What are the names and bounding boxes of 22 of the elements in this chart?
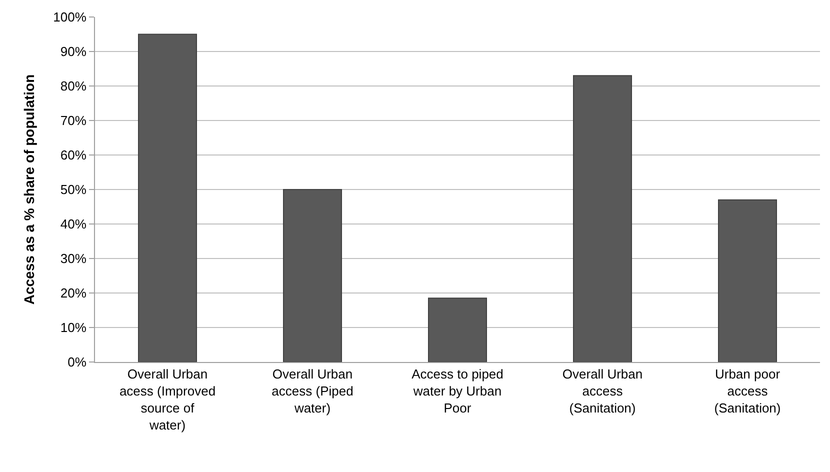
x-tick-label: Overall Urban access (Sanitation) (562, 366, 643, 416)
y-axis-title: Access as a % share of population (20, 74, 37, 305)
y-tick-label: 100% (53, 10, 87, 25)
y-tick-label: 60% (60, 148, 87, 163)
y-tick-label: 10% (60, 320, 87, 336)
x-tick-label: Urban poor access (Sanitation) (714, 366, 781, 416)
bar (283, 189, 342, 362)
y-tick-label: 90% (60, 44, 87, 60)
y-tick-label: 70% (60, 113, 87, 128)
x-tick-label: Overall Urban acess (Improved source of water) (119, 366, 216, 432)
y-tick-label: 50% (60, 182, 87, 198)
y-tick-label: 20% (60, 286, 87, 301)
bar (428, 298, 487, 362)
y-tick-label: 0% (68, 354, 87, 370)
y-tick-label: 40% (60, 216, 87, 232)
y-tick-label: 80% (60, 78, 87, 94)
bar (718, 199, 777, 362)
x-tick-label: Access to piped water by Urban Poor (412, 366, 504, 416)
y-tick-label: 30% (60, 251, 87, 266)
bar (573, 75, 632, 362)
x-tick-label: Overall Urban access (Piped water) (272, 366, 354, 416)
bar (138, 34, 197, 362)
